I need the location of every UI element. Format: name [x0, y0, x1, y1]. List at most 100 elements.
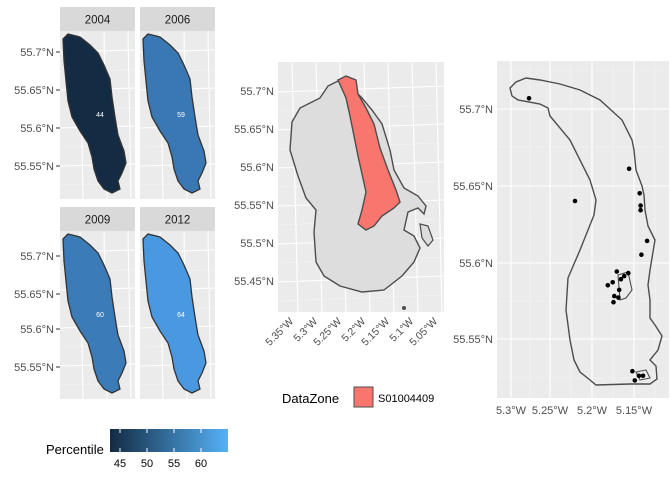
grid-line: [207, 230, 212, 400]
right-map-gridlines: [497, 61, 669, 398]
colorbar-label: 45: [114, 458, 126, 470]
grid-line: [411, 62, 419, 312]
colorbar-label: 55: [168, 458, 180, 470]
data-point: [626, 270, 631, 276]
y-tick-label: 55.65°N: [453, 181, 493, 193]
x-tick-label: 5.3°W: [496, 405, 527, 417]
y-tick-label: 55.65°N: [14, 289, 54, 301]
y-tick-label: 55.55°N: [234, 200, 274, 212]
data-point: [640, 373, 646, 379]
middle-map-x-axis: 5.35°W 5.3°W 5.25°W 5.2°W 5.15°W 5.1°W 5…: [263, 316, 440, 349]
grid-line: [291, 62, 299, 312]
grid-line: [435, 62, 443, 312]
facet-value-label: 60: [96, 312, 104, 319]
data-point: [632, 378, 638, 383]
y-tick-label: 55.65°N: [234, 124, 274, 136]
facet-value-label: 59: [177, 112, 185, 119]
colorbar-label: 60: [195, 458, 207, 470]
middle-map-islet-dot: [402, 306, 406, 310]
x-tick-label: 5.35°W: [263, 316, 296, 349]
facet-value-label: 44: [96, 112, 104, 119]
facet-island-shape: [142, 33, 207, 194]
facet-strip-label: 2004: [85, 15, 111, 27]
x-tick-label: 5.25°W: [532, 405, 569, 417]
y-tick-label: 55.6°N: [20, 123, 54, 135]
data-point: [611, 299, 616, 305]
datazone-highlight: [337, 75, 401, 231]
data-point: [616, 287, 622, 293]
y-tick-label: 55.65°N: [14, 85, 54, 97]
y-tick-label: 55.55°N: [14, 362, 54, 374]
grid-line: [278, 85, 444, 93]
facet-strip-label: 2009: [85, 215, 111, 227]
data-point: [618, 276, 624, 282]
data-point: [637, 191, 642, 196]
facet-y-axis-top: 55.7°N 55.65°N 55.6°N 55.55°N: [14, 47, 60, 173]
facet-strip-2006: [140, 7, 215, 31]
y-tick-label: 55.5°N: [240, 238, 274, 250]
right-map-y-axis: 55.7°N 55.65°N 55.6°N 55.55°N: [453, 104, 493, 346]
facet-island-shape: [62, 233, 127, 394]
grid-line-minor: [59, 183, 136, 186]
data-point: [605, 283, 611, 288]
colorbar: [110, 429, 228, 452]
grid-line-minor: [139, 383, 216, 386]
data-point: [638, 203, 643, 208]
grid-line-minor: [139, 183, 216, 186]
y-tick-label: 55.7°N: [20, 251, 54, 263]
data-point: [616, 295, 621, 300]
y-tick-label: 55.6°N: [240, 162, 274, 174]
y-tick-label: 55.45°N: [234, 276, 274, 288]
x-tick-label: 5.15°W: [616, 405, 653, 417]
data-point: [621, 273, 627, 279]
middle-map-islet: [419, 223, 434, 247]
data-point: [572, 198, 578, 204]
facet-strip-label: 2012: [165, 215, 191, 227]
grid-line-minor: [59, 383, 136, 386]
y-tick-label: 55.7°N: [459, 104, 493, 116]
y-tick-label: 55.6°N: [459, 258, 493, 270]
data-point: [610, 280, 615, 285]
middle-map-y-axis: 55.7°N 55.65°N 55.6°N 55.55°N 55.5°N 55.…: [234, 86, 274, 288]
middle-map: 55.7°N 55.65°N 55.6°N 55.55°N 55.5°N 55.…: [234, 62, 444, 408]
facet-strip-2012: [140, 207, 215, 231]
data-point: [612, 293, 617, 299]
facet-grid: 2004 2006 2009 2012 44 59 60 64 55.7°N 5…: [14, 7, 216, 400]
facet-strip-2004: [60, 7, 135, 31]
facet-shapes: [62, 33, 207, 394]
data-point: [526, 96, 532, 101]
facet-strip-2009: [60, 207, 135, 231]
right-map-x-axis: 5.3°W 5.25°W 5.2°W 5.15°W: [496, 405, 653, 417]
facet-value-label: 64: [177, 312, 185, 319]
facet-strip-label: 2006: [165, 15, 191, 27]
facet-island-shape: [142, 233, 207, 394]
y-tick-label: 55.6°N: [20, 324, 54, 336]
colorbar-title: Percentile: [46, 442, 104, 457]
data-point: [614, 269, 620, 274]
colorbar-legend: Percentile 45 50 55 60: [46, 429, 228, 470]
right-map: 55.7°N 55.65°N 55.6°N 55.55°N 5.3°W 5.25…: [453, 61, 669, 417]
y-tick-label: 55.55°N: [453, 334, 493, 346]
y-tick-label: 55.7°N: [240, 86, 274, 98]
data-point: [639, 252, 644, 257]
data-point: [644, 238, 650, 244]
grid-line: [127, 230, 132, 400]
facet-island-shape: [62, 33, 127, 194]
data-point: [638, 207, 643, 213]
datazone-legend-key: [353, 386, 374, 408]
right-map-points: [526, 96, 650, 383]
datazone-legend: DataZone S01004409: [282, 386, 434, 408]
datazone-legend-label: S01004409: [378, 393, 434, 405]
x-tick-label: 5.2°W: [577, 405, 608, 417]
grid-line-minor: [278, 294, 444, 302]
middle-map-outline: [289, 79, 427, 293]
data-point: [636, 373, 642, 379]
y-tick-label: 55.55°N: [14, 161, 54, 173]
grid-line: [127, 30, 132, 200]
data-point: [626, 166, 632, 172]
right-map-panel: [497, 61, 669, 398]
right-map-outline: [509, 77, 663, 386]
datazone-legend-title: DataZone: [282, 391, 339, 406]
